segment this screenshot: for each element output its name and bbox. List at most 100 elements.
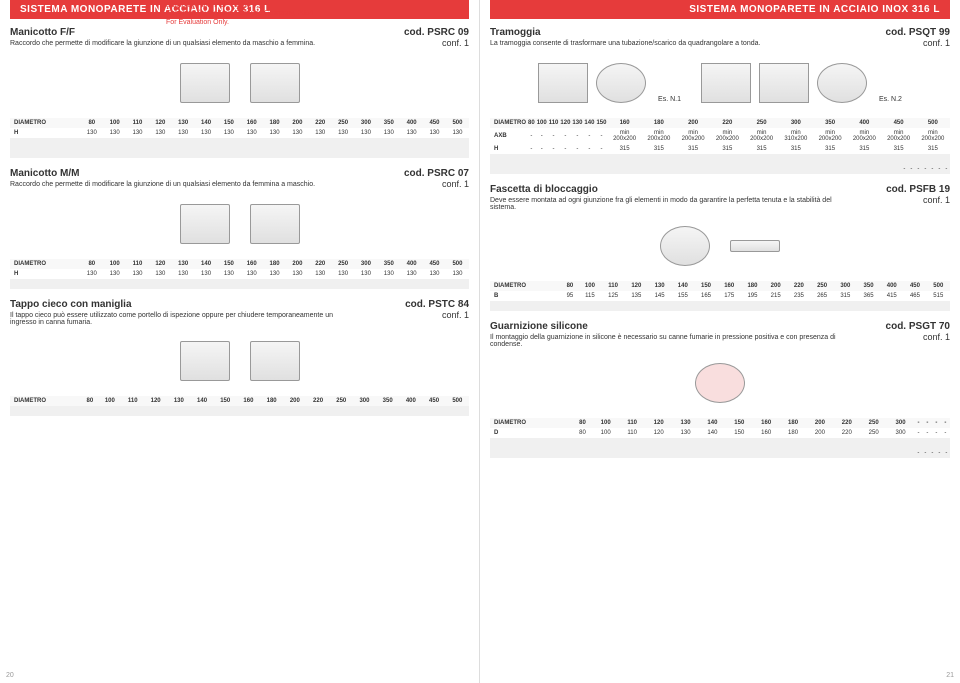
sec-manicotto-mm: Manicotto M/M Raccordo che permette di m… [10,168,469,289]
desc: Raccordo che permette di modificare la g… [10,40,315,47]
col-head: 100 [98,396,121,406]
code: cod. PSFB 19 [886,184,950,195]
fig-2 [250,341,300,381]
diam-label: DIAMETRO [10,118,80,128]
col-head: 120 [149,259,172,269]
cell: 160 [753,428,780,438]
title: Manicotto F/F [10,27,315,38]
cell: 130 [80,128,103,138]
cell: 130 [263,128,286,138]
col-head: 220 [309,259,332,269]
cell: 315 [676,144,710,154]
cell: 415 [880,291,903,301]
cell: 165 [694,291,717,301]
col-head: 450 [423,118,446,128]
col-head: 180 [642,118,676,128]
cell: 265 [811,291,834,301]
cell: 140 [699,428,726,438]
conf: conf. 1 [886,195,950,205]
page-num-left: 20 [6,672,14,679]
col-head: 80 [80,259,103,269]
cell: 130 [355,269,378,279]
col-head: 130 [172,259,195,269]
fig-label-1: Es. N.1 [658,96,681,103]
conf: conf. 1 [405,310,469,320]
title: Manicotto M/M [10,168,315,179]
cell: 130 [195,269,218,279]
cell: 130 [149,128,172,138]
col-head: 120 [645,418,672,428]
col-head: 200 [286,118,309,128]
cell: 315 [834,291,857,301]
code: cod. PSRC 09 [404,27,469,38]
cell: 155 [671,291,694,301]
cell: 195 [741,291,764,301]
col-head: 220 [309,118,332,128]
spacer: - - - - - [490,448,950,458]
wm-l3: For Evaluation Only. [166,19,313,27]
cell: 315 [607,144,641,154]
cell: 130 [172,269,195,279]
cell: - [536,144,548,154]
spacer [10,406,469,416]
conf: conf. 1 [886,332,950,342]
fig-1 [180,341,230,381]
page: SISTEMA MONOPARETE IN ACCIAIO INOX 316 L… [0,0,960,683]
cell: 130 [332,269,355,279]
sec-tramoggia: Tramoggia La tramoggia consente di trasf… [490,27,950,174]
spacer: - - - - - - - [490,164,950,174]
cell: 300 [887,428,914,438]
cell: 135 [625,291,648,301]
figures [10,199,469,249]
cell: 130 [240,269,263,279]
cell: 130 [286,269,309,279]
cell: - [583,144,595,154]
rowlabel: H [10,269,80,279]
diam-label: DIAMETRO [490,281,562,291]
col-head: - [932,418,941,428]
cell: 175 [718,291,741,301]
sec-fascetta: Fascetta di bloccaggio Deve essere monta… [490,184,950,311]
col-head: 220 [787,281,810,291]
col-head: 140 [195,118,218,128]
cell: 130 [672,428,699,438]
fig-1 [695,363,745,403]
col-head: 400 [399,396,422,406]
col-head: 160 [607,118,641,128]
col-head: 80 [81,396,98,406]
cell: min 200x200 [607,128,641,144]
col-head: 300 [779,118,813,128]
col-head: 160 [718,281,741,291]
cell: 80 [573,428,592,438]
title: Guarnizione silicone [490,321,840,332]
col-head: 180 [780,418,807,428]
col-head: 500 [927,281,950,291]
cell: 315 [779,144,813,154]
cell: 130 [263,269,286,279]
wm-l2: Copyright (c) by Foxit Software Company,… [166,10,313,18]
col-head: 450 [903,281,926,291]
table-rs2: DIAMETRO80100110120130140150160180200220… [490,281,950,311]
cell: 130 [80,269,103,279]
cell: 130 [377,128,400,138]
cell: - [583,128,595,144]
cell: min 200x200 [642,128,676,144]
col-head: 130 [172,118,195,128]
col-head: - [941,418,950,428]
conf: conf. 1 [404,179,469,189]
cell: 315 [881,144,915,154]
col-head: 120 [149,118,172,128]
cell: 130 [172,128,195,138]
cell: 125 [602,291,625,301]
col-head: 250 [332,118,355,128]
col-head: 180 [263,259,286,269]
col-head: 110 [121,396,144,406]
col-head: - [914,418,923,428]
col-head: 300 [353,396,376,406]
col-head: 220 [306,396,329,406]
cell: 315 [744,144,778,154]
col-head: 180 [260,396,283,406]
spacer [10,279,469,289]
col-head: 150 [694,281,717,291]
col-head: 400 [847,118,881,128]
